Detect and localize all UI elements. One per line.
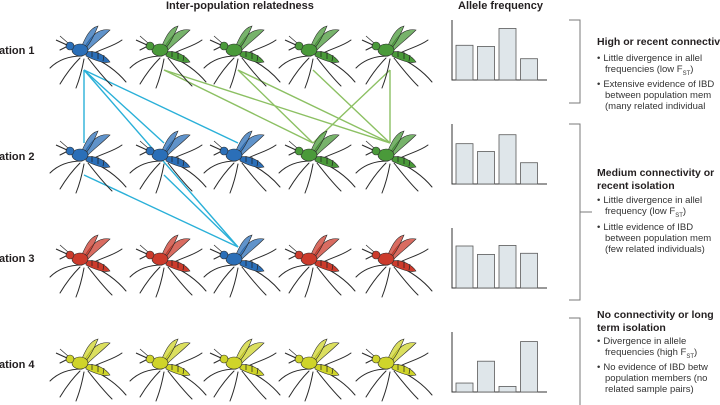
mosquito-4-3 bbox=[203, 338, 281, 402]
mosquito-3-5 bbox=[355, 234, 433, 298]
allele-bar-4-1 bbox=[455, 382, 474, 393]
mosquito-2-3 bbox=[203, 130, 281, 194]
mosquito-3-2 bbox=[129, 234, 207, 298]
allele-bar-2-2 bbox=[477, 151, 495, 185]
mosquito-1-1 bbox=[49, 25, 127, 89]
allele-bar-4-2 bbox=[477, 360, 495, 393]
allele-bar-2-3 bbox=[498, 134, 517, 185]
allele-bar-4-4 bbox=[520, 341, 538, 393]
mosquito-1-3 bbox=[203, 25, 281, 89]
panel-1-bullet-2: Extensive evidence of IBD between popula… bbox=[597, 79, 714, 112]
panel-brackets bbox=[569, 19, 592, 405]
panel-2-bullet-1: Little divergence in allel frequency (lo… bbox=[597, 195, 702, 222]
green-link-1 bbox=[163, 69, 391, 144]
mosquito-3-3 bbox=[203, 234, 281, 298]
allele-bar-2-1 bbox=[455, 143, 474, 185]
population-1-label: lation 1 bbox=[0, 45, 35, 57]
green-link-5 bbox=[312, 69, 391, 144]
mosquito-4-1 bbox=[49, 338, 127, 402]
green-link-3 bbox=[237, 69, 391, 144]
mosquito-4-2 bbox=[129, 338, 207, 402]
population-3-label: lation 3 bbox=[0, 253, 35, 265]
population-4-label: lation 4 bbox=[0, 359, 35, 371]
allele-bar-4-3 bbox=[498, 385, 517, 393]
panel-2-title: Medium connectivity or recent isolation bbox=[597, 167, 715, 192]
mosquito-2-1 bbox=[49, 130, 127, 194]
panel-3-bullet-2: No evidence of IBD betw population membe… bbox=[597, 362, 708, 395]
cyan-link-1 bbox=[83, 69, 165, 144]
mosquito-2-4 bbox=[278, 130, 356, 194]
allele-chart-1 bbox=[451, 20, 547, 81]
panel-3-title: No connectivity or long term isolation bbox=[597, 309, 714, 334]
population-2-label: lation 2 bbox=[0, 151, 35, 163]
allele-bar-3-1 bbox=[455, 245, 474, 289]
mosquito-3-4 bbox=[278, 234, 356, 298]
allele-chart-4 bbox=[451, 332, 547, 393]
allele-frequency-charts bbox=[451, 20, 547, 393]
bracket-1 bbox=[569, 19, 581, 104]
allele-bar-3-4 bbox=[520, 252, 538, 289]
allele-bar-3-3 bbox=[498, 245, 517, 289]
bracket-3 bbox=[569, 317, 581, 405]
allele-bar-3-2 bbox=[477, 253, 495, 289]
allele-bar-1-2 bbox=[477, 46, 495, 81]
cyan-link-4 bbox=[83, 174, 239, 248]
bracket-2 bbox=[569, 123, 581, 301]
mosquito-3-1 bbox=[49, 234, 127, 298]
allele-bar-2-4 bbox=[520, 162, 538, 185]
cyan-link-2 bbox=[83, 69, 239, 144]
allele-chart-3 bbox=[451, 228, 547, 289]
panel-1-bullet-1: Little divergence in allel frequencies (… bbox=[597, 53, 702, 80]
mosquito-2-2 bbox=[129, 130, 207, 194]
mosquito-1-2 bbox=[129, 25, 207, 89]
panel-2-bullet-2: Little evidence of IBD between populatio… bbox=[597, 222, 711, 255]
mosquito-4-5 bbox=[355, 338, 433, 402]
allele-bar-1-1 bbox=[455, 44, 474, 81]
mosquito-1-5 bbox=[355, 25, 433, 89]
allele-chart-2 bbox=[451, 124, 547, 185]
mosquito-4-4 bbox=[278, 338, 356, 402]
mosquito-2-5 bbox=[355, 130, 433, 194]
allele-bar-1-3 bbox=[498, 28, 517, 81]
panel-3-bullet-1: Divergence in allele frequencies (high F… bbox=[597, 336, 697, 363]
allele-frequency-header: Allele frequency bbox=[458, 0, 543, 12]
green-link-2 bbox=[237, 69, 314, 144]
allele-bar-1-4 bbox=[520, 58, 538, 81]
mosquito-1-4 bbox=[278, 25, 356, 89]
mosquito-rows bbox=[49, 25, 433, 402]
cyan-link-5 bbox=[163, 174, 239, 248]
relatedness-header: Inter-population relatedness bbox=[166, 0, 314, 12]
panel-1-title: High or recent connectiv bbox=[597, 36, 720, 48]
